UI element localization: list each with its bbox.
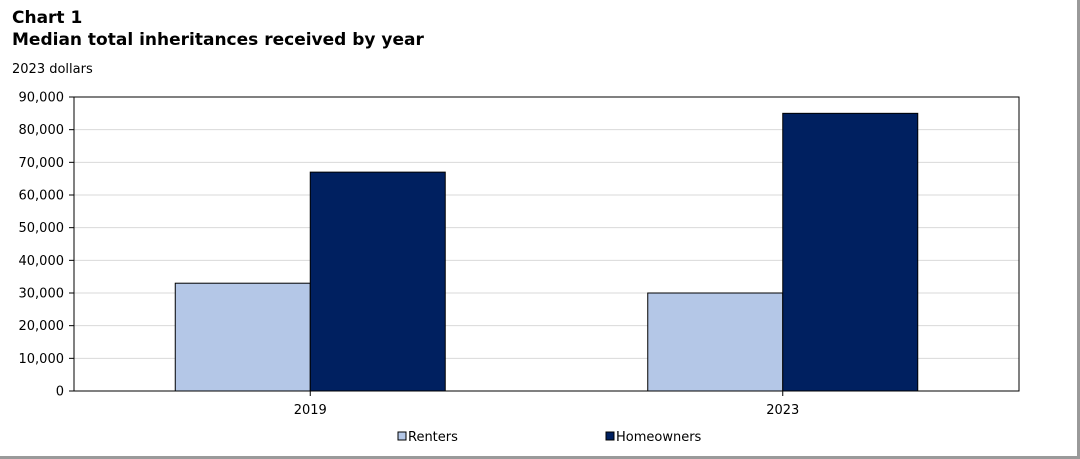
x-tick-label: 2019 bbox=[294, 403, 327, 418]
y-tick-label: 30,000 bbox=[19, 287, 65, 302]
bar-homeowners-2023 bbox=[782, 112, 919, 392]
bar-renters-2023 bbox=[647, 292, 784, 392]
y-tick-label: 70,000 bbox=[19, 156, 65, 171]
y-tick-label: 20,000 bbox=[19, 319, 65, 334]
y-tick-label: 40,000 bbox=[19, 254, 65, 269]
x-tick-label: 2023 bbox=[766, 403, 799, 418]
y-tick-label: 60,000 bbox=[19, 189, 65, 204]
plot-area-border bbox=[73, 96, 1020, 392]
y-tick-label: 80,000 bbox=[19, 123, 65, 138]
y-tick-label: 10,000 bbox=[19, 352, 65, 367]
legend-swatch-renters bbox=[397, 431, 407, 441]
chart-subtitle: Median total inheritances received by ye… bbox=[12, 30, 424, 50]
chart-title: Chart 1 bbox=[12, 8, 83, 28]
y-tick-label: 50,000 bbox=[19, 221, 65, 236]
bar-homeowners-2019 bbox=[309, 171, 446, 392]
bar-renters-2019 bbox=[174, 282, 311, 392]
legend-swatch-homeowners bbox=[605, 431, 615, 441]
legend-label-homeowners: Homeowners bbox=[616, 430, 702, 445]
y-tick-label: 90,000 bbox=[19, 91, 65, 106]
legend-label-renters: Renters bbox=[408, 430, 458, 445]
y-tick-label: 0 bbox=[56, 385, 64, 400]
y-axis-unit-label: 2023 dollars bbox=[12, 62, 93, 77]
